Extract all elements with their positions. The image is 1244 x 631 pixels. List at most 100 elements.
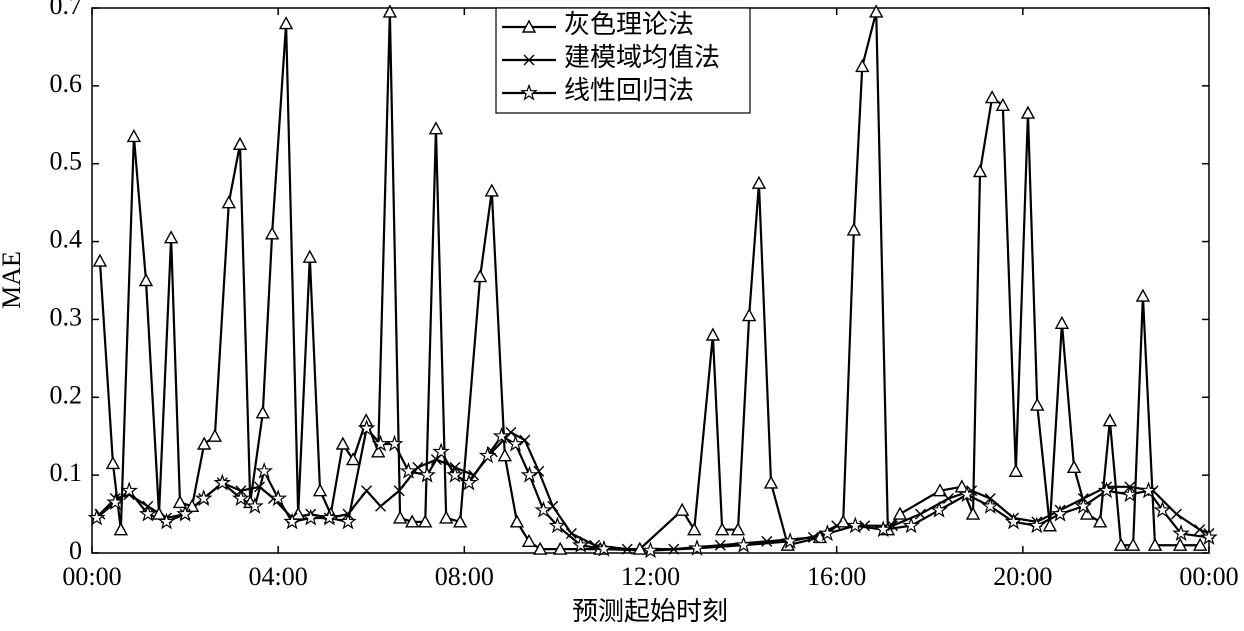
marker-triangle [382, 4, 398, 18]
marker-triangle [995, 97, 1010, 112]
marker-cross [505, 426, 517, 438]
marker-triangle [221, 195, 237, 209]
marker-star [958, 485, 976, 503]
marker-star [120, 481, 139, 499]
marker-triangle [163, 230, 179, 244]
marker-triangle [1054, 315, 1070, 330]
marker-cross [375, 500, 387, 512]
marker-triangle [497, 448, 513, 462]
marker-star [371, 434, 390, 452]
marker-triangle [291, 506, 306, 520]
x-tick-label: 00:00 [1179, 562, 1238, 591]
marker-star [641, 541, 660, 559]
marker-star [232, 489, 250, 507]
marker-triangle [1020, 105, 1036, 119]
marker-triangle [138, 273, 154, 287]
marker-triangle [452, 514, 468, 528]
y-tick-label: 0.7 [50, 0, 83, 20]
marker-triangle [207, 428, 223, 442]
marker-triangle [846, 222, 862, 236]
marker-star [194, 489, 213, 507]
marker-triangle [687, 522, 702, 536]
marker-triangle [1079, 506, 1095, 520]
legend-label: 灰色理论法 [564, 10, 694, 39]
marker-star [1097, 481, 1116, 499]
marker-triangle [472, 269, 488, 283]
y-tick-label: 0.2 [50, 380, 83, 409]
marker-star [255, 462, 273, 479]
marker-triangle [484, 183, 499, 197]
marker-star [874, 520, 892, 538]
marker-cross [859, 520, 871, 532]
marker-cross [519, 434, 531, 446]
marker-cross [565, 528, 577, 540]
marker-star [548, 516, 567, 534]
marker-triangle [509, 514, 525, 528]
marker-triangle [1135, 288, 1151, 302]
marker-star [138, 504, 157, 522]
marker-triangle [751, 175, 767, 189]
marker-triangle [730, 522, 746, 536]
marker-triangle [714, 522, 730, 536]
marker-triangle [632, 541, 647, 555]
x-tick-label: 12:00 [621, 562, 680, 591]
marker-star [520, 465, 539, 483]
marker-cross [942, 493, 954, 504]
x-tick-label: 08:00 [435, 562, 494, 591]
legend-label: 建模域均值法 [564, 43, 720, 72]
marker-star [446, 465, 464, 483]
marker-triangle [1102, 413, 1118, 427]
y-tick-label: 0.1 [50, 458, 83, 487]
marker-star [176, 504, 194, 522]
marker-triangle [1042, 518, 1058, 532]
marker-star [981, 496, 1000, 514]
marker-star [339, 512, 357, 530]
marker-cross [1194, 524, 1206, 536]
x-tick-label: 16:00 [807, 562, 866, 591]
y-tick-label: 0.5 [50, 147, 83, 176]
marker-triangle [345, 452, 361, 466]
marker-triangle [126, 129, 142, 143]
marker-triangle [418, 514, 433, 528]
marker-star [818, 524, 837, 542]
marker-triangle [196, 436, 212, 450]
marker-star [460, 473, 478, 491]
marker-triangle [278, 16, 294, 30]
legend-label: 线性回归法 [564, 76, 694, 105]
marker-star [846, 516, 865, 534]
marker-star [1074, 496, 1093, 514]
marker-cross [412, 461, 424, 473]
marker-triangle [763, 475, 779, 489]
marker-triangle [965, 506, 981, 520]
marker-triangle [836, 514, 851, 528]
marker-star [283, 512, 302, 530]
marker-star [1028, 516, 1046, 534]
marker-triangle [312, 483, 328, 497]
marker-star [520, 83, 538, 101]
marker-triangle [264, 226, 280, 240]
marker-star [902, 516, 921, 534]
marker-cross [761, 535, 773, 547]
marker-triangle [428, 121, 444, 135]
marker-triangle [741, 308, 757, 322]
marker-star [734, 535, 753, 553]
x-axis-label: 预测起始时刻 [572, 597, 728, 626]
marker-star [357, 419, 376, 437]
x-tick-label: 00:00 [62, 562, 121, 591]
y-axis-label: MAE [0, 251, 26, 309]
marker-star [213, 473, 232, 491]
marker-star [492, 426, 511, 444]
marker-star [269, 489, 288, 507]
marker-triangle [521, 19, 537, 33]
marker-triangle [521, 533, 537, 548]
marker-cross [668, 543, 680, 555]
marker-triangle [533, 541, 548, 555]
marker-triangle [1092, 514, 1108, 528]
marker-triangle [674, 502, 690, 516]
marker-star [1139, 481, 1158, 499]
marker-cross [831, 520, 843, 532]
marker-star [399, 461, 418, 479]
marker-cross [254, 481, 266, 493]
marker-triangle [439, 510, 454, 524]
